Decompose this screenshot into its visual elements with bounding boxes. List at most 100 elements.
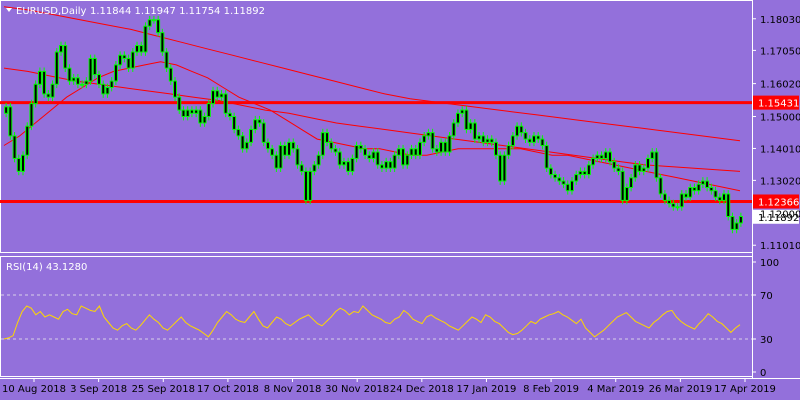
candle [502, 151, 507, 185]
rsi-line [3, 305, 741, 340]
candle [401, 144, 406, 169]
candle-body [206, 103, 211, 118]
candle [455, 109, 460, 127]
rsi-tick-label: 30 [760, 335, 773, 346]
candle [709, 183, 714, 195]
candle [569, 177, 574, 195]
price-tick-label: 1.11010 [760, 241, 800, 252]
candle [198, 106, 203, 127]
candle-body [130, 51, 135, 69]
time-tick-label: 8 Feb 2019 [523, 384, 579, 395]
ma-slow-line [3, 67, 741, 172]
candle [135, 41, 140, 56]
candle-body [540, 138, 545, 147]
candle [641, 164, 646, 176]
candle [325, 128, 330, 147]
candle [46, 90, 51, 102]
candle [232, 112, 237, 134]
candle-body [219, 93, 224, 98]
candle [63, 41, 68, 72]
candle-body [181, 109, 186, 118]
candle [84, 77, 89, 89]
candle [527, 135, 532, 147]
candle [645, 154, 650, 172]
candle [244, 138, 249, 153]
candle [341, 157, 346, 169]
candle-body [578, 170, 583, 176]
candle [430, 128, 435, 153]
candle [295, 144, 300, 169]
candle [219, 90, 224, 102]
candle-body [346, 161, 351, 172]
price-tick-label: 1.16020 [760, 80, 800, 91]
candle [396, 144, 401, 160]
candle-body [143, 25, 148, 53]
candle [92, 54, 97, 79]
candle-body [189, 109, 194, 114]
candle-body [75, 77, 80, 85]
candle-body [25, 125, 30, 156]
candle [16, 154, 21, 176]
candle-body [367, 154, 372, 159]
candle-body [620, 170, 625, 201]
rsi-tick-label: 100 [760, 258, 779, 269]
candle [557, 173, 562, 185]
candle-body [734, 222, 739, 230]
candle-body [126, 57, 131, 69]
symbol-timeframe: EURUSD,Daily [16, 6, 87, 17]
candle-body [215, 90, 220, 98]
candle-body [37, 70, 42, 85]
candle-body [468, 122, 473, 130]
candle-body [71, 77, 76, 82]
candle [498, 151, 503, 185]
candle [515, 122, 520, 140]
candle-body [375, 151, 380, 166]
candle [379, 161, 384, 172]
candle [113, 61, 118, 85]
candle-body [291, 141, 296, 150]
candle [721, 190, 726, 205]
candle [122, 51, 127, 63]
candle [392, 151, 397, 172]
candle [384, 157, 389, 172]
candle [700, 177, 705, 189]
candle-body [726, 193, 731, 218]
dropdown-triangle-icon[interactable] [6, 8, 12, 12]
candle-body [422, 135, 427, 143]
candle-body [557, 177, 562, 182]
candle-body [101, 83, 106, 95]
candle [574, 170, 579, 185]
ma-fast-line [3, 61, 741, 192]
candle [71, 73, 76, 85]
candle-body [42, 70, 47, 95]
candle [185, 106, 190, 121]
candle [426, 128, 431, 140]
horizontal-levels[interactable]: 1.15431 1.12366 1.11892 [0, 95, 799, 224]
candle-body [430, 132, 435, 150]
candle [236, 125, 241, 140]
candle [316, 151, 321, 169]
candle-body [97, 74, 102, 85]
price-tick-label: 1.13020 [760, 176, 800, 187]
candle [8, 102, 13, 140]
time-tick-label: 8 Nov 2018 [264, 384, 322, 395]
candle-body [160, 32, 165, 53]
candle-body [135, 45, 140, 53]
time-tick-label: 17 Jan 2019 [456, 384, 516, 395]
candle-body [443, 141, 448, 153]
candle [375, 148, 380, 169]
candle-body [50, 83, 55, 98]
candle-body [92, 57, 97, 76]
candle [443, 138, 448, 156]
candle [591, 154, 596, 169]
candle-body [270, 148, 275, 156]
candle-body [350, 157, 355, 172]
candle [4, 102, 9, 118]
candle-body [88, 57, 93, 82]
candle-body [730, 216, 735, 230]
symbol-header[interactable]: EURUSD,Daily 1.11844 1.11947 1.11754 1.1… [6, 6, 265, 17]
candle [75, 73, 80, 89]
candle [738, 212, 743, 227]
candle [29, 99, 34, 131]
